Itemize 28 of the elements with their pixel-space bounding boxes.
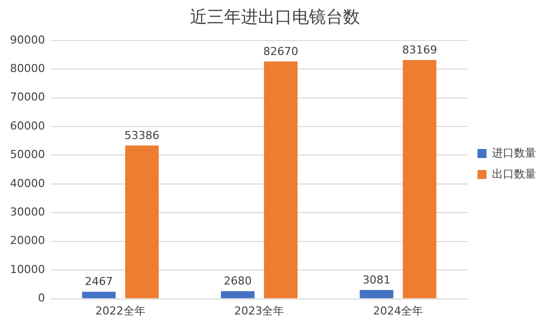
x-tick-label: 2022全年: [95, 304, 146, 318]
chart-title: 近三年进出口电镜台数: [190, 8, 360, 28]
y-tick-label: 10000: [10, 262, 45, 276]
data-label: 83169: [402, 43, 438, 56]
y-tick-label: 0: [38, 292, 45, 305]
data-label: 2680: [224, 274, 252, 288]
legend-label: 出口数量: [492, 167, 536, 180]
data-label: 2467: [84, 275, 113, 288]
y-tick-label: 30000: [10, 206, 45, 219]
legend-label: 进口数量: [492, 146, 536, 160]
bar: [125, 146, 159, 298]
y-tick-label: 90000: [10, 33, 45, 46]
bar: [360, 290, 394, 298]
y-tick-label: 70000: [10, 90, 45, 104]
bar: [264, 61, 298, 298]
x-tick-label: 2023全年: [234, 304, 284, 318]
y-tick-label: 40000: [10, 176, 45, 190]
bar: [220, 291, 255, 298]
y-tick-label: 50000: [10, 148, 45, 162]
x-tick-label: 2024全年: [373, 304, 424, 318]
data-label: 82670: [263, 44, 298, 58]
y-tick-label: 60000: [10, 119, 45, 132]
y-tick-label: 80000: [10, 62, 45, 75]
data-label: 3081: [362, 273, 391, 286]
bar: [402, 60, 436, 298]
bar: [82, 292, 116, 298]
y-tick-label: 20000: [10, 234, 45, 248]
data-label: 53386: [124, 128, 160, 142]
